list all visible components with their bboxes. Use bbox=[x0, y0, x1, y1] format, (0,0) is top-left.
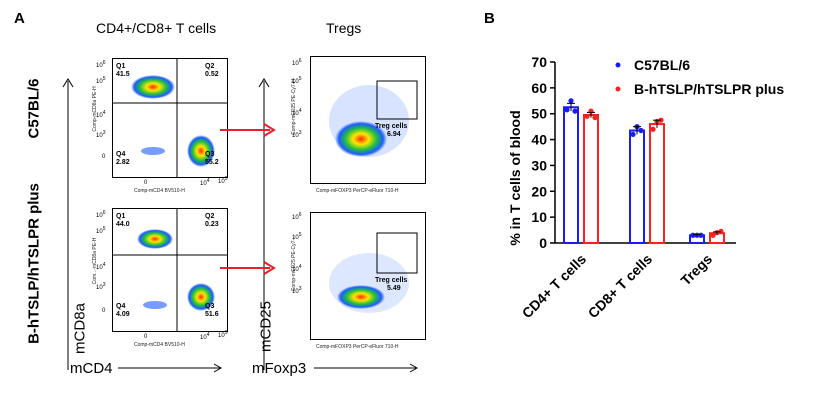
bar-humanized-0 bbox=[583, 114, 599, 244]
q1-label: Q1 41.5 bbox=[116, 63, 130, 78]
axis-label-mcd8a: mCD8a bbox=[71, 303, 89, 354]
panel-a-letter: A bbox=[14, 10, 25, 27]
scatter-layer bbox=[113, 209, 227, 331]
y-tick-label: 10 bbox=[531, 209, 547, 225]
y-tick-label: 70 bbox=[531, 54, 547, 70]
panel-b-letter: B bbox=[484, 10, 495, 27]
bar-humanized-1 bbox=[649, 123, 665, 244]
legend-label: C57BL/6 bbox=[634, 57, 690, 73]
bar-c57bl6-1 bbox=[629, 129, 645, 244]
plot-area: Q1 44.0 Q2 0.23 Q4 4.09 Q3 51.6 bbox=[112, 208, 228, 332]
y-tick-label: 60 bbox=[531, 80, 547, 96]
bar-c57bl6-0 bbox=[563, 106, 579, 244]
y-tick-label: 50 bbox=[531, 106, 547, 122]
header-tregs: Tregs bbox=[326, 20, 362, 36]
tick-1e4: 104 bbox=[292, 108, 302, 117]
plot-x-title: Comp-mFOXP3 PerCP-eFluor 710-H bbox=[316, 188, 399, 194]
q3-label: Q3 51.6 bbox=[205, 303, 219, 318]
tick-x-1e4: 104 bbox=[200, 332, 210, 341]
legend-label: B-hTSLP/hTSLPR plus bbox=[634, 81, 784, 97]
tick-1e6: 106 bbox=[292, 58, 302, 67]
scatter-layer bbox=[329, 80, 418, 157]
tick-x-1e5: 105 bbox=[218, 330, 228, 339]
y-tick-label: 40 bbox=[531, 132, 547, 148]
tick-1e5: 105 bbox=[292, 232, 302, 241]
tick-1e3: 103 bbox=[96, 282, 106, 291]
plot-x-title: Comp-mCD4 BV510-H bbox=[134, 188, 185, 194]
axis-label-mcd4: mCD4 bbox=[70, 360, 113, 377]
q4-label: Q4 4.09 bbox=[116, 303, 130, 318]
axis-label-mfoxp3: mFoxp3 bbox=[252, 360, 307, 377]
row-label-c57bl6: C57BL/6 bbox=[25, 78, 43, 139]
data-point bbox=[690, 232, 696, 238]
data-point bbox=[564, 107, 570, 113]
axis-label-mcd25: mCD25 bbox=[257, 301, 275, 352]
red-arrow-top bbox=[220, 123, 276, 137]
data-point bbox=[650, 126, 656, 132]
x-tick-label: CD4+ T cells bbox=[519, 251, 590, 322]
q3-label: Q3 55.2 bbox=[205, 151, 219, 166]
row-label-humanized: B-hTSLP/hTSLPR plus bbox=[25, 183, 43, 344]
tick-1e3: 103 bbox=[96, 130, 106, 139]
data-point bbox=[630, 131, 636, 137]
axis-arrow-x-right bbox=[314, 363, 419, 373]
scatter-layer bbox=[113, 59, 227, 177]
y-tick-label: 30 bbox=[531, 157, 547, 173]
tick-x-1e4: 104 bbox=[200, 178, 210, 187]
scatter-layer bbox=[329, 232, 418, 313]
q4-label: Q4 2.82 bbox=[116, 151, 130, 166]
plot-x-title: Comp-mFOXP3 PerCP-eFluor 710-H bbox=[316, 344, 399, 350]
q1-label: Q1 44.0 bbox=[116, 213, 130, 228]
legend-marker bbox=[615, 62, 621, 68]
tick-x-0: 0 bbox=[144, 180, 148, 186]
dot-plot-treg-c57bl6: Comp-mCD25 PE-Cy7-H 106 105 104 103 Treg… bbox=[286, 50, 436, 198]
dot-plot-cd4-cd8-c57bl6: Comp-mCD8a PE-H 106 105 104 103 0 Q1 41.5… bbox=[88, 58, 238, 198]
tick-0: 0 bbox=[102, 308, 106, 314]
q2-label: Q2 0.23 bbox=[205, 213, 219, 228]
tick-1e6: 106 bbox=[96, 60, 106, 69]
y-axis-label: % in T cells of blood bbox=[507, 110, 523, 245]
plot-area: Treg cells 5.49 bbox=[310, 212, 426, 340]
tick-1e6: 106 bbox=[96, 210, 106, 219]
data-point bbox=[698, 232, 704, 238]
tick-x-0: 0 bbox=[144, 334, 148, 340]
tick-1e3: 103 bbox=[292, 286, 302, 295]
plot-area: Treg cells 6.94 bbox=[310, 56, 426, 184]
data-point bbox=[584, 113, 590, 119]
x-tick-label: CD8+ T cells bbox=[585, 251, 656, 322]
tick-1e3: 103 bbox=[292, 130, 302, 139]
data-point bbox=[718, 228, 724, 234]
red-arrow-bottom bbox=[220, 261, 276, 275]
tick-1e4: 104 bbox=[96, 110, 106, 119]
plot-x-title: Comp-mCD4 BV510-H bbox=[134, 342, 185, 348]
data-point bbox=[710, 232, 716, 238]
axis-arrow-x-left bbox=[118, 363, 223, 373]
tick-0: 0 bbox=[102, 154, 106, 160]
treg-gate-label: Treg cells 5.49 bbox=[375, 277, 408, 292]
data-point bbox=[572, 108, 578, 114]
data-point bbox=[568, 98, 574, 104]
legend-marker bbox=[615, 86, 621, 92]
tick-1e4: 104 bbox=[96, 262, 106, 271]
tick-1e5: 105 bbox=[96, 226, 106, 235]
dot-plot-cd4-cd8-humanized: Com...-mCD8a PE-H 106 105 104 103 0 Q1 44… bbox=[88, 208, 238, 358]
treg-gate-label: Treg cells 6.94 bbox=[375, 123, 408, 138]
tick-1e5: 105 bbox=[96, 76, 106, 85]
axis-arrow-y-left bbox=[62, 78, 74, 370]
bar-chart: % in T cells of blood 0 10 20 30 40 50 60 70 CD… bbox=[507, 54, 784, 322]
header-cd4-cd8: CD4+/CD8+ T cells bbox=[96, 20, 217, 36]
tick-1e4: 104 bbox=[292, 264, 302, 273]
tick-x-1e5: 105 bbox=[218, 176, 228, 185]
x-tick-label: Tregs bbox=[677, 251, 715, 289]
plot-area: Q1 41.5 Q2 0.52 Q4 2.82 Q3 55.2 bbox=[112, 58, 228, 178]
q2-label: Q2 0.52 bbox=[205, 63, 219, 78]
dot-plot-treg-humanized: Comp-mCD25 PE-Cy7-... 106 105 104 103 Tr… bbox=[286, 204, 436, 354]
tick-1e6: 106 bbox=[292, 212, 302, 221]
data-point bbox=[592, 114, 598, 121]
y-tick-label: 20 bbox=[531, 183, 547, 199]
tick-1e5: 105 bbox=[292, 76, 302, 85]
y-tick-label: 0 bbox=[539, 235, 547, 251]
data-point bbox=[638, 127, 644, 134]
